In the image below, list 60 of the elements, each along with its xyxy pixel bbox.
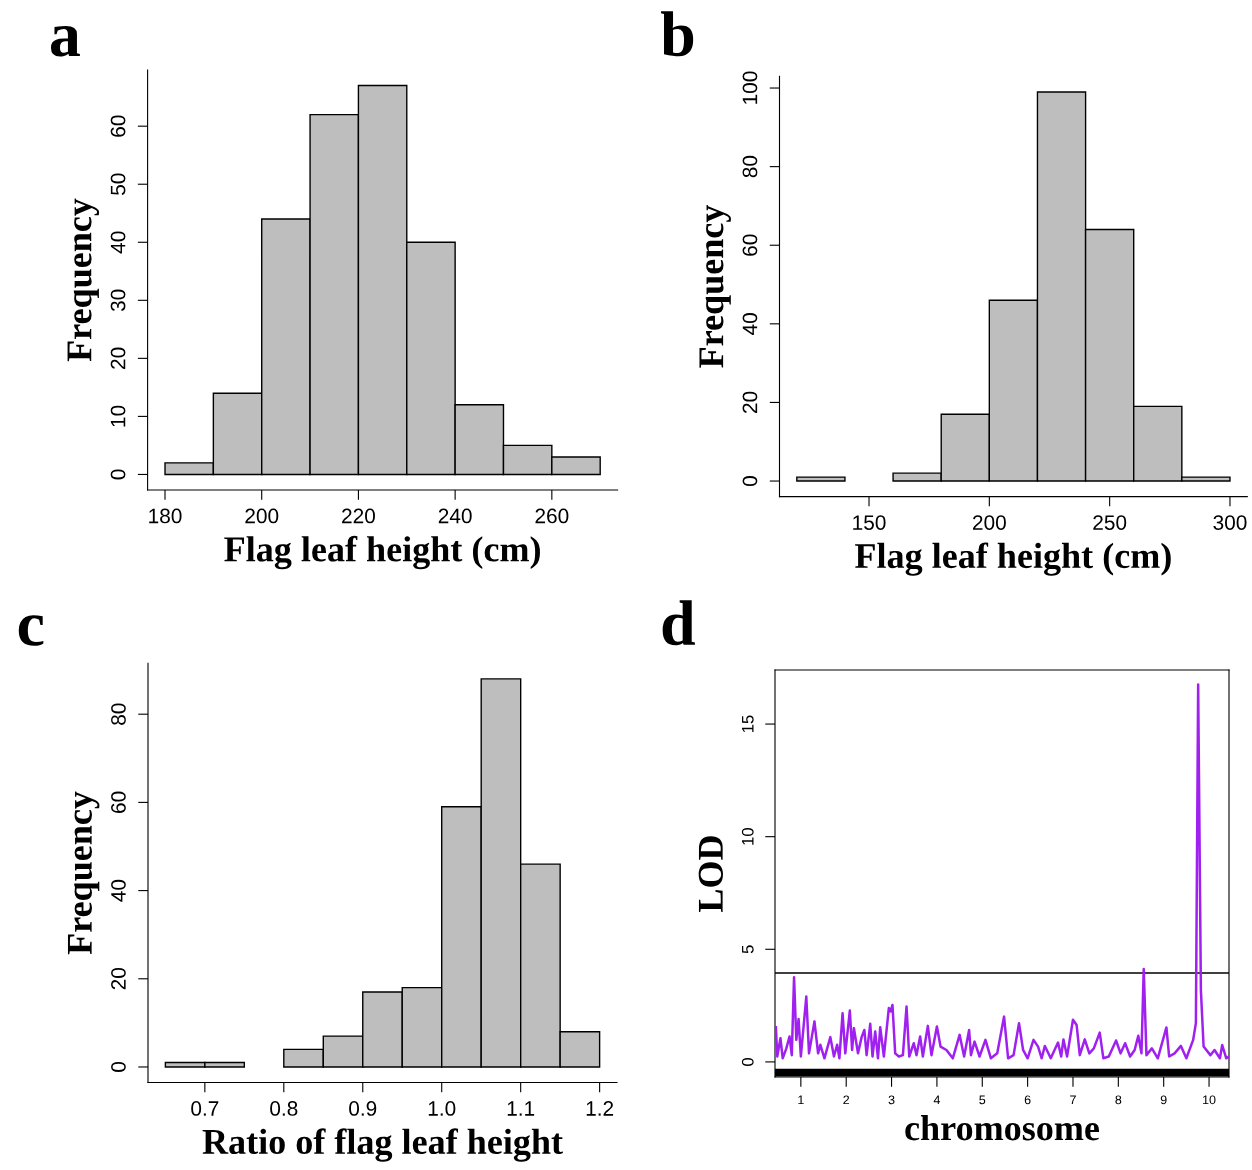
x-tick-label: 240 xyxy=(438,508,472,524)
x-tick-label: 10 xyxy=(1203,1095,1216,1105)
x-tick-label: 1 xyxy=(798,1095,804,1105)
y-tick-label: 80 xyxy=(111,703,126,725)
y-tick-label: 10 xyxy=(110,405,126,427)
y-tick-label: 80 xyxy=(742,155,758,178)
x-tick-label: 9 xyxy=(1160,1095,1167,1105)
y-tick-label: 20 xyxy=(111,968,126,990)
y-tick-label: 40 xyxy=(111,879,126,902)
y-axis-title: Frequency xyxy=(699,204,731,368)
x-axis-title: Flag leaf height (cm) xyxy=(855,542,1171,576)
y-tick-label: 0 xyxy=(110,469,126,480)
y-tick-label: 0 xyxy=(742,476,758,487)
y-tick-label: 0 xyxy=(741,1057,754,1066)
y-tick-label: 10 xyxy=(741,828,754,845)
x-tick-label: 2 xyxy=(843,1095,850,1105)
chart-title: b xyxy=(661,11,694,57)
y-tick-label: 60 xyxy=(111,791,126,813)
x-axis-title: Ratio of flag leaf height xyxy=(202,1128,563,1162)
x-tick-label: 250 xyxy=(1093,515,1127,530)
x-tick-label: 200 xyxy=(245,508,279,524)
x-tick-label: 0.8 xyxy=(270,1101,298,1116)
x-tick-label: 7 xyxy=(1070,1095,1076,1105)
y-tick-label: 5 xyxy=(742,945,754,954)
y-tick-label: 60 xyxy=(110,115,126,137)
y-axis-title: Frequency xyxy=(67,198,100,362)
x-tick-label: 6 xyxy=(1024,1095,1031,1105)
x-tick-label: 3 xyxy=(888,1095,895,1105)
x-tick-label: 260 xyxy=(535,508,569,524)
y-tick-label: 0 xyxy=(111,1062,126,1072)
x-tick-label: 0.9 xyxy=(349,1101,377,1116)
y-tick-label: 30 xyxy=(110,289,126,312)
x-tick-label: 1.2 xyxy=(586,1101,614,1116)
x-tick-label: 200 xyxy=(973,515,1006,530)
y-tick-label: 40 xyxy=(110,231,126,254)
y-tick-label: 20 xyxy=(742,391,758,413)
y-axis-title: LOD xyxy=(698,836,723,913)
x-axis-title: chromosome xyxy=(905,1115,1100,1141)
x-tick-label: 220 xyxy=(342,508,375,524)
y-tick-label: 15 xyxy=(742,715,754,733)
x-tick-label: 300 xyxy=(1213,515,1247,530)
chart-title: d xyxy=(662,600,695,646)
y-tick-label: 40 xyxy=(742,313,758,335)
x-axis-title: Flag leaf height (cm) xyxy=(224,535,540,570)
x-tick-label: 1.1 xyxy=(507,1101,535,1116)
x-tick-label: 0.7 xyxy=(191,1101,219,1116)
y-axis-title: Frequency xyxy=(67,791,100,955)
y-tick-label: 60 xyxy=(742,234,758,256)
y-tick-label: 20 xyxy=(110,347,126,369)
line-series xyxy=(775,683,1229,1060)
x-tick-label: 5 xyxy=(979,1095,986,1105)
x-tick-label: 1.0 xyxy=(428,1101,456,1116)
x-tick-label: 4 xyxy=(933,1095,941,1105)
x-tick-label: 8 xyxy=(1115,1095,1122,1105)
y-tick-label: 50 xyxy=(110,173,126,195)
chart-title: c xyxy=(18,615,44,646)
y-tick-label: 100 xyxy=(742,71,758,104)
chart-title: a xyxy=(50,25,80,57)
x-tick-label: 150 xyxy=(853,515,886,530)
x-tick-label: 180 xyxy=(149,508,182,524)
